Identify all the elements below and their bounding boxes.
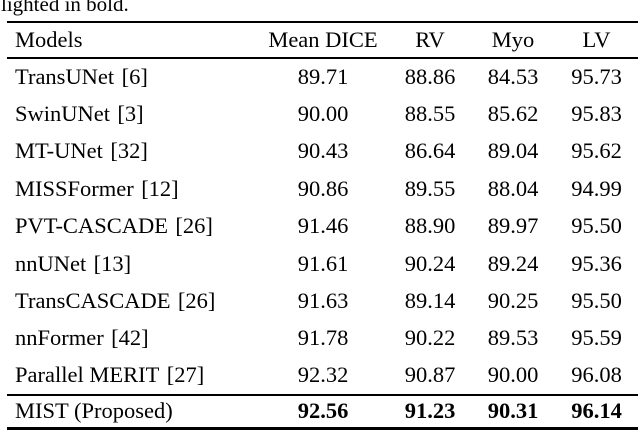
rv-value: 89.55	[404, 175, 456, 201]
model-name: MIST (Proposed)	[7, 395, 257, 429]
model-label: PVT-CASCADE	[15, 213, 168, 239]
table-row: TransCASCADE [26] 91.63 89.14 90.25 95.50	[7, 282, 638, 319]
model-label: TransUNet	[15, 64, 115, 90]
myo-value: 85.62	[487, 101, 539, 127]
proposed-row: MIST (Proposed) 92.56 91.23 90.31 96.14	[7, 394, 638, 429]
lv-value: 95.73	[571, 64, 622, 90]
mean-dice-value: 90.43	[297, 138, 349, 164]
model-label: Parallel MERIT	[15, 362, 160, 388]
rv-value: 88.55	[404, 101, 456, 127]
mean-dice-value: 89.71	[297, 64, 349, 90]
table-row: MISSFormer [12] 90.86 89.55 88.04 94.99	[7, 170, 638, 207]
model-label: MISSFormer	[15, 175, 134, 201]
header-lv: LV	[582, 27, 611, 52]
citation-ref: [42]	[111, 325, 149, 351]
model-label: TransCASCADE	[15, 288, 171, 314]
myo-value: 89.53	[487, 325, 539, 351]
rv-value: 90.87	[404, 362, 456, 388]
mean-dice-value: 91.78	[297, 325, 349, 351]
model-label: nnFormer	[15, 325, 104, 351]
header-models: Models	[15, 27, 83, 52]
model-name: PVT-CASCADE [26]	[7, 208, 257, 245]
lv-value: 95.62	[571, 138, 622, 164]
rv-value: 90.24	[404, 250, 456, 276]
model-label: SwinUNet	[15, 101, 110, 127]
mean-dice-value: 92.56	[297, 398, 349, 424]
model-name: nnUNet [13]	[7, 245, 257, 282]
model-name: TransUNet [6]	[7, 58, 257, 95]
model-name: MT-UNet [32]	[7, 133, 257, 170]
mean-dice-value: 90.86	[297, 175, 349, 201]
mean-dice-value: 91.61	[297, 250, 349, 276]
citation-ref: [27]	[166, 362, 205, 388]
lv-value: 96.08	[571, 362, 622, 388]
mean-dice-value: 91.46	[297, 213, 349, 239]
myo-value: 89.04	[487, 138, 539, 164]
table-row: TransUNet [6] 89.71 88.86 84.53 95.73	[7, 58, 638, 95]
myo-value: 90.31	[487, 398, 539, 424]
model-name: TransCASCADE [26]	[7, 282, 257, 319]
rv-value: 88.86	[404, 64, 456, 90]
table-row: SwinUNet [3] 90.00 88.55 85.62 95.83	[7, 95, 638, 132]
myo-value: 88.04	[487, 175, 539, 201]
myo-value: 84.53	[487, 64, 539, 90]
myo-value: 90.25	[487, 288, 539, 314]
header-myo: Myo	[491, 27, 535, 52]
table-row: MT-UNet [32] 90.43 86.64 89.04 95.62	[7, 133, 638, 170]
model-label: MT-UNet	[15, 138, 103, 164]
myo-value: 90.00	[487, 362, 539, 388]
model-name: nnFormer [42]	[7, 320, 257, 357]
citation-ref: [12]	[141, 175, 179, 201]
citation-ref: [26]	[177, 288, 216, 314]
table-row: PVT-CASCADE [26] 91.46 88.90 89.97 95.50	[7, 208, 638, 245]
lv-value: 95.36	[571, 250, 622, 276]
model-name: SwinUNet [3]	[7, 95, 257, 132]
header-rv: RV	[415, 27, 445, 52]
citation-ref: [6]	[121, 64, 148, 90]
lv-value: 94.99	[571, 175, 622, 201]
myo-value: 89.24	[487, 250, 539, 276]
mean-dice-value: 90.00	[297, 101, 349, 127]
results-table: Models Mean DICE RV Myo LV TransUNet [6] …	[7, 21, 638, 431]
citation-ref: [32]	[110, 138, 148, 164]
rv-value: 90.22	[404, 325, 456, 351]
header-row: Models Mean DICE RV Myo LV	[7, 22, 638, 58]
model-label: nnUNet	[15, 250, 87, 276]
table-row: nnUNet [13] 91.61 90.24 89.24 95.36	[7, 245, 638, 282]
header-mean-dice: Mean DICE	[268, 27, 378, 52]
lv-value: 95.50	[571, 288, 622, 314]
mean-dice-value: 91.63	[297, 288, 349, 314]
rv-value: 86.64	[404, 138, 456, 164]
citation-ref: [3]	[117, 101, 144, 127]
rv-value: 91.23	[404, 398, 456, 424]
citation-ref: [26]	[175, 213, 213, 239]
model-name: Parallel MERIT [27]	[7, 357, 257, 394]
lv-value: 95.59	[571, 325, 622, 351]
rv-value: 89.14	[404, 288, 456, 314]
myo-value: 89.97	[487, 213, 539, 239]
model-name: MISSFormer [12]	[7, 170, 257, 207]
mean-dice-value: 92.32	[297, 362, 349, 388]
citation-ref: [13]	[93, 250, 132, 276]
table-row: Parallel MERIT [27] 92.32 90.87 90.00 96.…	[7, 357, 638, 394]
lv-value: 95.83	[571, 101, 622, 127]
caption-fragment: lighted in bold.	[1, 0, 129, 16]
rv-value: 88.90	[404, 213, 456, 239]
lv-value: 96.14	[571, 398, 622, 424]
lv-value: 95.50	[571, 213, 622, 239]
table-row: nnFormer [42] 91.78 90.22 89.53 95.59	[7, 320, 638, 357]
model-label: MIST (Proposed)	[15, 398, 173, 424]
